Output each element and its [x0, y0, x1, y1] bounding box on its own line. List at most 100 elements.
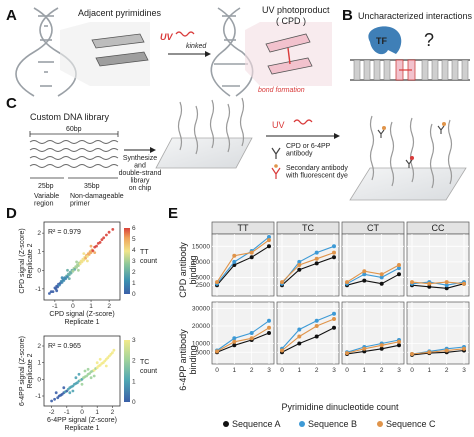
y-tick-label: 5000	[196, 349, 211, 356]
scatter-cpd-xlabel-1: CPD signal (Z-score)	[49, 311, 114, 318]
scatter-point	[98, 357, 102, 361]
series-point	[267, 325, 271, 330]
kinked-label: kinked	[186, 43, 207, 50]
series-point	[232, 343, 237, 348]
scatter-point	[86, 259, 89, 263]
scatter-cpd-xlabel-2: Replicate 1	[64, 319, 99, 326]
scatter-cpd-yticks: -1 0 1 2	[35, 230, 44, 293]
scatter-point	[112, 348, 116, 352]
series-line	[346, 344, 400, 355]
scatter-point	[48, 292, 51, 295]
scatter-cpd-colorbar-ticks: 0 1 2 3 4 5 6	[132, 225, 136, 298]
y-tick-label: 2	[37, 343, 41, 350]
series-point	[249, 331, 254, 335]
scatter-point	[93, 251, 97, 255]
synthesize-step-label: Synthesize and double-strand library on chip	[119, 155, 162, 192]
tf-label: TF	[376, 36, 387, 46]
scatter-64pp: R² = 0.965 -2 -1 0 1 2 -1 0 1 2 6-4PP signal (Z…	[19, 335, 157, 432]
scatter-64pp-r2: R² = 0.965	[48, 343, 81, 350]
scatter-cpd-ylabel-1: CPD signal (Z-score)	[19, 228, 26, 293]
scatter-64pp-xlabel-1: 6-4PP signal (Z-score)	[47, 417, 117, 424]
antibody-label: CPD or 6-4PP antibody	[286, 143, 331, 158]
series-point	[379, 272, 384, 277]
uncharacterized-interactions-title: Uncharacterized interactions	[358, 11, 473, 21]
colorbar-tick-label: 0	[132, 399, 136, 406]
series-point	[444, 283, 449, 288]
legend-marker	[377, 421, 383, 427]
series-point	[397, 343, 401, 348]
series-line	[411, 283, 465, 289]
panel-b: B Uncharacterized interactions TF ?	[342, 7, 473, 81]
series-point	[379, 346, 384, 351]
series-line	[216, 239, 270, 283]
series-point	[232, 253, 237, 258]
scatter-point	[66, 275, 69, 279]
scatter-64pp-legend-title-1: TC	[140, 359, 149, 366]
oligo-library-icon	[29, 140, 119, 168]
y-tick-label: -1	[35, 286, 41, 293]
y-tick-label: 15000	[192, 243, 210, 250]
panel-b-label: B	[342, 7, 353, 24]
colorbar-tick-label: 3	[132, 258, 136, 265]
scatter-point	[82, 258, 86, 262]
scatter-point	[75, 260, 78, 264]
scatter-cpd-points	[48, 228, 115, 295]
series-point	[362, 269, 367, 274]
scatter-point	[100, 238, 104, 242]
scatter-64pp-yticks: -1 0 1 2	[35, 343, 44, 400]
panel-e: E CPD antibody binding 6-4PP antibody bi…	[168, 205, 470, 429]
scatter-point	[111, 228, 115, 231]
series-line	[216, 320, 270, 351]
x-tick-label: 1	[233, 367, 237, 374]
scatter-point	[80, 382, 84, 386]
series-point	[379, 281, 384, 286]
series-point	[397, 339, 401, 344]
antibody-icon	[271, 147, 281, 159]
scatter-point	[86, 255, 89, 258]
scatter-point	[95, 361, 99, 365]
scatter-cpd-xticks: -1 0 1 2	[52, 300, 111, 310]
sequence-legend: Sequence A Sequence B Sequence C	[223, 419, 436, 429]
colorbar-tick-label: 1	[132, 378, 136, 385]
bp60-label: 60bp	[66, 126, 82, 133]
legend-marker	[223, 421, 229, 427]
y-tick-label: 2500	[196, 282, 211, 289]
series-point	[397, 263, 401, 267]
y-tick-label: 1	[37, 360, 41, 367]
scatter-64pp-xticks: -2 -1 0 1 2	[49, 406, 115, 416]
series-point	[379, 275, 384, 280]
x-tick-label: -1	[64, 409, 70, 416]
colorbar-tick-label: 0	[132, 291, 136, 298]
panel-a-label: A	[6, 7, 17, 24]
y-tick-label: 10000	[192, 341, 210, 348]
scatter-64pp-legend-title-2: count	[140, 368, 157, 375]
series-point	[297, 263, 302, 267]
series-point	[410, 280, 414, 285]
series-point	[280, 348, 284, 353]
series-point	[297, 327, 302, 332]
legend-label: Sequence A	[232, 419, 281, 429]
y-tick-label: 1	[37, 249, 41, 256]
pp-ylabel-1: 6-4PP antibody	[178, 329, 188, 391]
series-point	[280, 280, 284, 285]
scatter-cpd-r2: R² = 0.979	[48, 229, 81, 236]
series-point	[267, 244, 271, 249]
series-point	[397, 272, 401, 277]
series-point	[427, 281, 432, 286]
series-line	[346, 264, 400, 283]
series-line	[346, 267, 400, 285]
series-point	[345, 280, 349, 285]
scatter-point	[51, 290, 55, 293]
panel-a: A Adjacent pyrimidines UV kinked	[6, 5, 332, 97]
series-point	[314, 256, 319, 261]
series-point	[297, 259, 302, 264]
scatter-point	[71, 269, 75, 273]
colorbar-tick-label: 6	[132, 225, 136, 232]
scatter-point	[87, 253, 91, 256]
series-line	[346, 339, 400, 353]
series-point	[314, 250, 319, 255]
cpd-ylabel-1: CPD antibody	[178, 242, 188, 298]
scatter-point	[89, 376, 93, 380]
dna-chip-icon	[155, 97, 253, 169]
series-point	[379, 343, 384, 348]
